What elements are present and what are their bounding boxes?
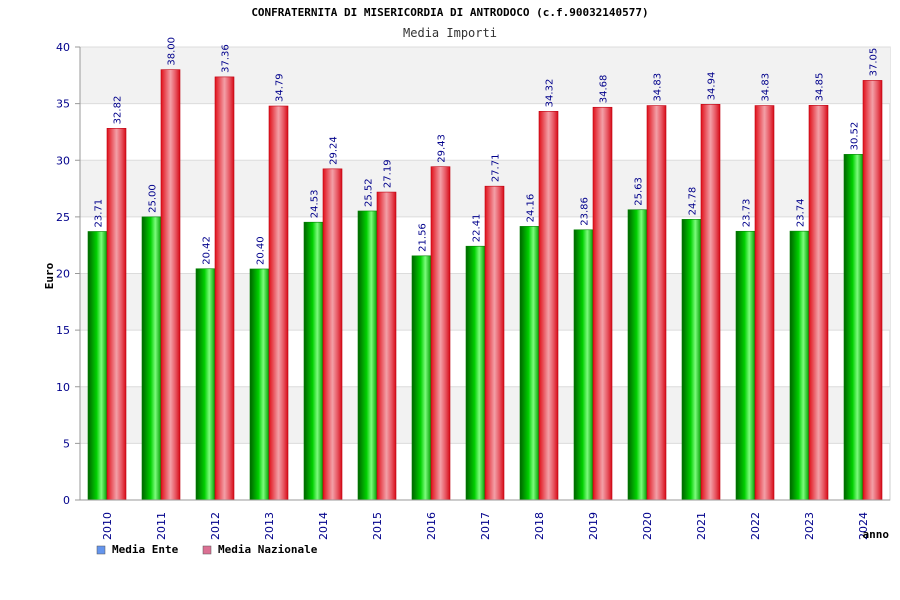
bar-media-nazionale-2024 [862, 80, 883, 501]
bar-media-ente-2016 [411, 255, 432, 501]
data-label: 30.52 [850, 122, 861, 151]
data-label: 24.16 [526, 194, 537, 223]
bar-media-nazionale-2022 [754, 105, 775, 501]
bar-media-ente-2013 [249, 268, 270, 501]
data-label: 23.71 [94, 199, 105, 228]
data-label: 27.71 [491, 154, 502, 183]
bar-media-nazionale-2018 [538, 111, 559, 501]
x-tick-label: 2013 [263, 512, 276, 540]
bar-media-nazionale-2016 [430, 166, 451, 501]
bar-media-ente-2022 [735, 230, 756, 501]
x-tick-label: 2010 [101, 512, 114, 540]
bar-media-ente-2018 [519, 226, 540, 501]
bar-media-nazionale-2021 [700, 104, 721, 501]
bar-media-ente-2024 [843, 154, 864, 501]
legend-swatch [202, 545, 212, 555]
data-label: 27.19 [383, 159, 394, 188]
x-tick-label: 2019 [587, 512, 600, 540]
y-tick-label: 5 [63, 437, 70, 450]
bar-media-nazionale-2017 [484, 185, 505, 501]
legend-label: Media Ente [112, 543, 179, 556]
data-label: 29.43 [437, 134, 448, 163]
x-tick-label: 2023 [803, 512, 816, 540]
data-label: 32.82 [113, 96, 124, 125]
y-tick-label: 30 [56, 154, 70, 167]
bar-media-nazionale-2012 [214, 76, 235, 501]
y-tick-label: 35 [56, 98, 70, 111]
bar-media-nazionale-2023 [808, 105, 829, 501]
bar-media-nazionale-2011 [160, 69, 181, 501]
bar-media-nazionale-2015 [376, 191, 397, 501]
bar-media-ente-2017 [465, 245, 486, 501]
bar-media-ente-2011 [141, 216, 162, 501]
bar-media-nazionale-2010 [106, 128, 127, 501]
data-label: 25.52 [364, 178, 375, 207]
bar-media-ente-2014 [303, 221, 324, 501]
x-axis-label: anno [863, 528, 890, 541]
data-label: 21.56 [418, 223, 429, 252]
chart-subtitle: Media Importi [403, 26, 497, 40]
x-tick-label: 2018 [533, 512, 546, 540]
data-label: 37.36 [221, 44, 232, 73]
bar-media-ente-2019 [573, 229, 594, 501]
data-label: 37.05 [869, 48, 880, 77]
x-tick-label: 2020 [641, 512, 654, 540]
data-label: 23.73 [742, 199, 753, 228]
legend-swatch [96, 545, 106, 555]
y-tick-label: 0 [63, 494, 70, 507]
data-label: 34.79 [275, 73, 286, 102]
bar-media-nazionale-2013 [268, 105, 289, 501]
data-label: 23.86 [580, 197, 591, 226]
data-label: 29.24 [329, 136, 340, 165]
legend-label: Media Nazionale [218, 543, 318, 556]
x-tick-label: 2016 [425, 512, 438, 540]
x-tick-label: 2021 [695, 512, 708, 540]
bar-media-ente-2021 [681, 219, 702, 501]
y-tick-label: 25 [56, 211, 70, 224]
data-label: 20.42 [202, 236, 213, 265]
x-tick-label: 2024 [857, 512, 870, 540]
y-axis-label: Euro [43, 262, 56, 289]
x-tick-label: 2015 [371, 512, 384, 540]
x-tick-label: 2022 [749, 512, 762, 540]
data-label: 34.94 [707, 72, 718, 101]
data-label: 34.83 [761, 73, 772, 102]
data-label: 38.00 [167, 37, 178, 66]
y-axis-ticks: 0 5 10 15 20 25 30 35 40 [56, 41, 890, 507]
bar-media-nazionale-2014 [322, 168, 343, 501]
bar-media-ente-2020 [627, 209, 648, 501]
bar-media-nazionale-2020 [646, 105, 667, 501]
x-tick-label: 2014 [317, 512, 330, 540]
chart-title: CONFRATERNITA DI MISERICORDIA DI ANTRODO… [251, 6, 648, 19]
bar-media-ente-2010 [87, 231, 108, 501]
data-label: 24.78 [688, 187, 699, 216]
bar-media-ente-2015 [357, 210, 378, 501]
data-label: 24.53 [310, 190, 321, 219]
x-tick-label: 2017 [479, 512, 492, 540]
bar-media-ente-2012 [195, 268, 216, 501]
x-axis-ticks: 2010 2011 2012 2013 2014 2015 2016 2017 2018 2019… [101, 512, 870, 540]
bar-series: 23.71 32.82 25.00 38.00 20.42 37.36 20.40 34.79… [87, 37, 883, 501]
y-tick-label: 40 [56, 41, 70, 54]
data-label: 22.41 [472, 214, 483, 243]
data-label: 34.32 [545, 79, 556, 108]
legend: Media Ente Media Nazionale [96, 543, 318, 556]
x-tick-label: 2011 [155, 512, 168, 540]
data-label: 34.83 [653, 73, 664, 102]
data-label: 23.74 [796, 199, 807, 228]
bar-media-ente-2023 [789, 230, 810, 501]
data-label: 25.63 [634, 177, 645, 206]
y-tick-label: 20 [56, 268, 70, 281]
x-tick-label: 2012 [209, 512, 222, 540]
data-label: 20.40 [256, 236, 267, 265]
y-tick-label: 15 [56, 324, 70, 337]
data-label: 34.68 [599, 75, 610, 104]
data-label: 25.00 [148, 184, 159, 213]
data-label: 34.85 [815, 73, 826, 102]
y-tick-label: 10 [56, 381, 70, 394]
bar-media-nazionale-2019 [592, 106, 613, 501]
